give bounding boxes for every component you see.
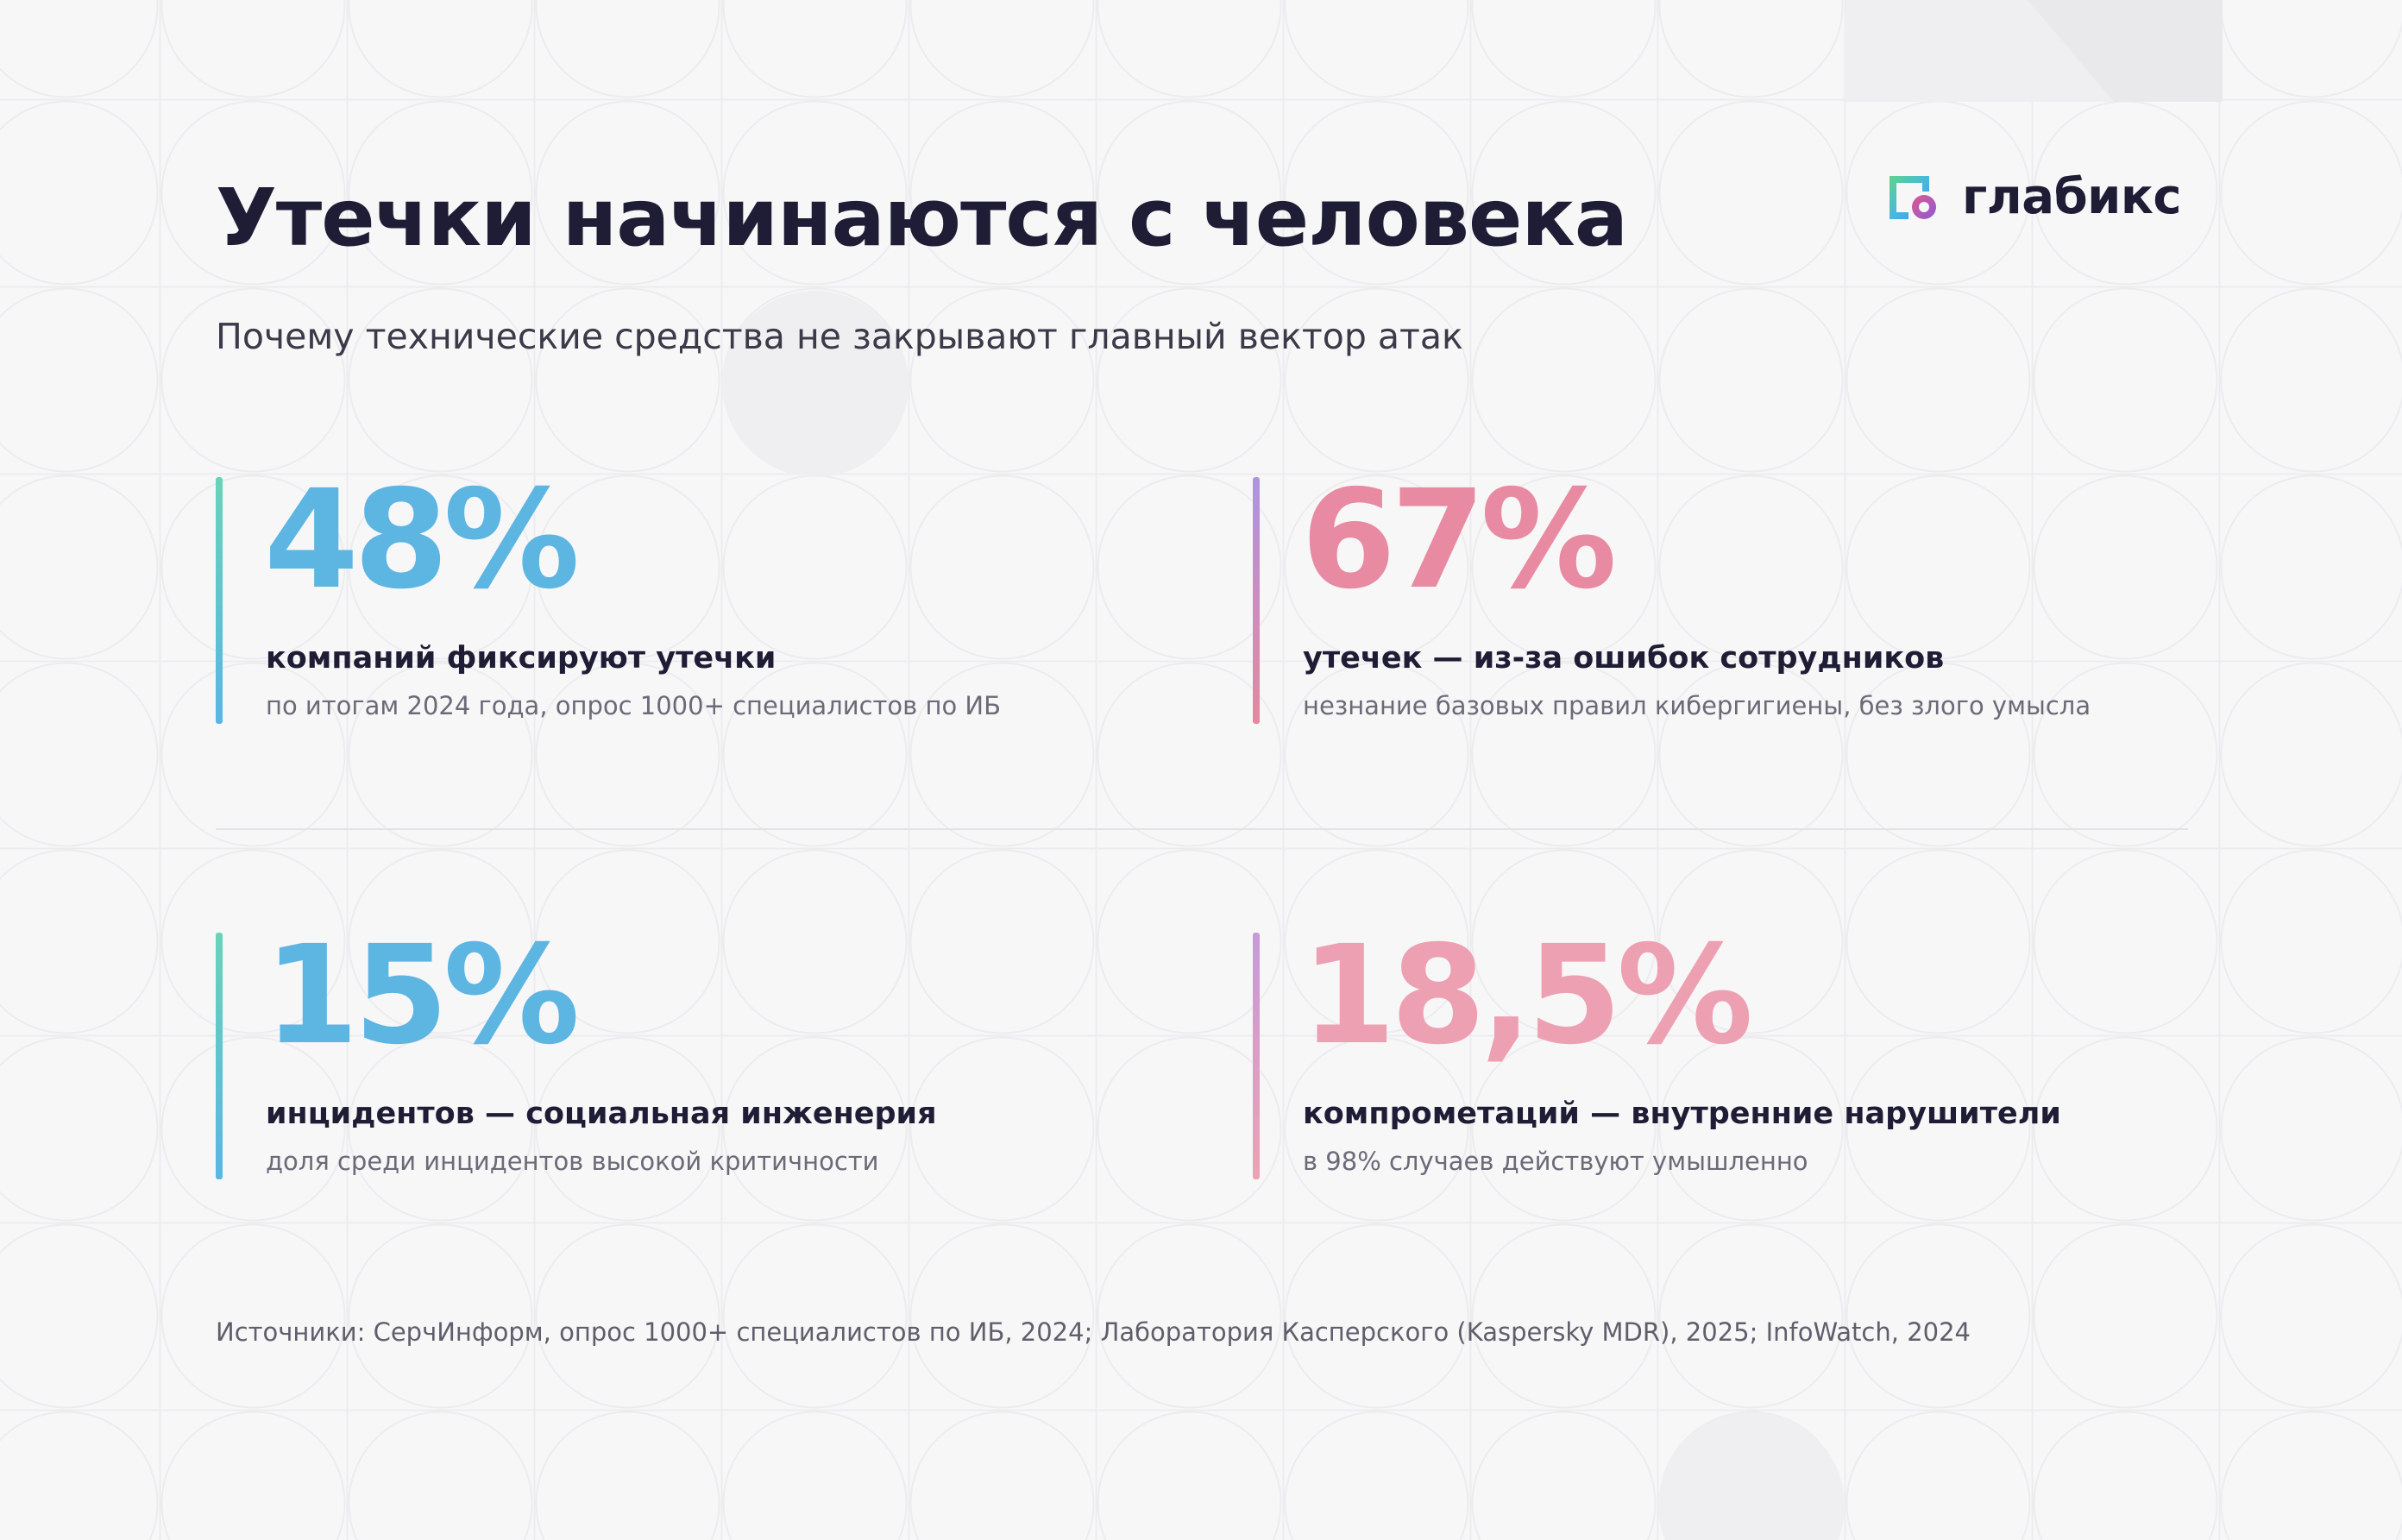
stat-card-insiders: 18,5% компрометаций — внутренние нарушит… (1253, 927, 2219, 1179)
stat-card-social-engineering: 15% инцидентов — социальная инженерия до… (216, 927, 1182, 1179)
stat-value: 67% (1301, 461, 1617, 619)
glabix-logo-icon (1890, 175, 1936, 219)
accent-bar (216, 933, 223, 1179)
stat-label: утечек — из-за ошибок сотрудников (1303, 641, 1945, 676)
logo-text: глабикс (1962, 169, 2182, 225)
stat-value: 18,5% (1301, 916, 1753, 1075)
accent-bar (1253, 933, 1260, 1179)
stat-card-employee-errors: 67% утечек — из-за ошибок сотрудников не… (1253, 472, 2219, 724)
accent-bar (216, 477, 223, 724)
page-title: Утечки начинаются с человека (216, 172, 1628, 264)
page-subtitle: Почему технические средства не закрывают… (216, 316, 1463, 357)
stat-label: компаний фиксируют утечки (266, 641, 777, 676)
stat-card-leaks: 48% компаний фиксируют утечки по итогам … (216, 472, 1182, 724)
stat-note: доля среди инцидентов высокой критичност… (266, 1147, 879, 1176)
accent-bar (1253, 477, 1260, 724)
sources-footnote: Источники: СерчИнформ, опрос 1000+ специ… (216, 1317, 1971, 1347)
stat-label: компрометаций — внутренние нарушители (1303, 1097, 2061, 1131)
stat-value: 15% (264, 916, 580, 1075)
stat-note: незнание базовых правил кибергигиены, бе… (1303, 691, 2091, 720)
stat-note: по итогам 2024 года, опрос 1000+ специал… (266, 691, 1001, 720)
section-divider (216, 828, 2188, 830)
brand-logo[interactable]: глабикс (1886, 169, 2182, 225)
stat-value: 48% (264, 461, 580, 619)
stat-note: в 98% случаев действуют умышленно (1303, 1147, 1808, 1176)
stat-label: инцидентов — социальная инженерия (266, 1097, 937, 1131)
